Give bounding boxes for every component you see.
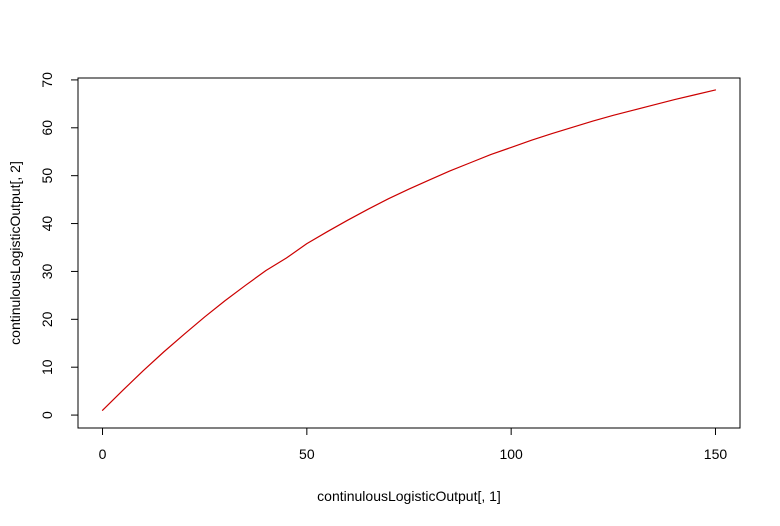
x-axis: 0 50 100 150 (99, 427, 728, 462)
y-tick-label: 0 (39, 411, 55, 419)
x-axis-title: continulousLogisticOutput[, 1] (317, 488, 501, 504)
y-tick-label: 40 (39, 216, 55, 232)
x-tick-label: 100 (499, 446, 523, 462)
y-tick-label: 20 (39, 311, 55, 327)
y-axis: 0 10 20 30 40 50 60 70 (39, 72, 79, 419)
y-tick-label: 50 (39, 168, 55, 184)
x-tick-label: 0 (99, 446, 107, 462)
y-axis-title: continulousLogisticOutput[, 2] (7, 161, 23, 345)
y-tick-label: 60 (39, 120, 55, 136)
x-tick-label: 50 (299, 446, 315, 462)
y-tick-label: 70 (39, 72, 55, 88)
y-tick-label: 10 (39, 359, 55, 375)
series-line (101, 89, 717, 411)
series-layer (101, 89, 717, 411)
y-tick-label: 30 (39, 263, 55, 279)
plot-frame (77, 77, 741, 429)
x-tick-label: 150 (704, 446, 728, 462)
